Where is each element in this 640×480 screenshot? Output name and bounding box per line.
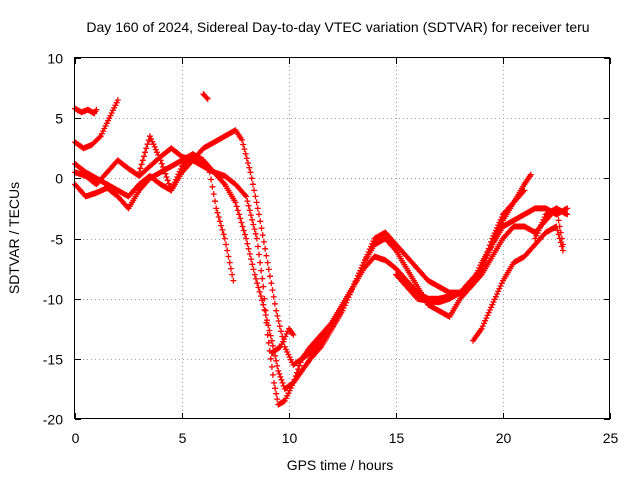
x-tick-label: 5 [179, 430, 187, 446]
grid-lines [75, 58, 610, 419]
series-trace-9 [470, 223, 566, 344]
data-point-markers [268, 325, 297, 356]
x-axis-label: GPS time / hours [287, 457, 394, 473]
series-trace-2 [72, 97, 121, 152]
series-trace-10 [393, 171, 534, 306]
x-tick-label: 15 [389, 430, 405, 446]
x-tick-label: 0 [72, 430, 80, 446]
y-tick-label: 0 [55, 171, 63, 187]
y-tick-label: 10 [47, 51, 63, 67]
data-point-markers [200, 91, 211, 102]
chart-title: Day 160 of 2024, Sidereal Day-to-day VTE… [86, 19, 589, 35]
x-tick-label: 25 [603, 430, 619, 446]
series-trace-8 [268, 325, 297, 356]
x-tick-label: 20 [496, 430, 512, 446]
data-point-markers [72, 105, 100, 117]
data-point-markers [72, 151, 571, 392]
data-point-markers [393, 171, 534, 306]
x-tick-label: 10 [282, 430, 298, 446]
series-trace-7 [200, 91, 211, 102]
series-trace-4 [72, 151, 571, 392]
data-point-markers [470, 223, 566, 344]
series-trace-6 [136, 133, 237, 284]
y-tick-label: -15 [43, 352, 63, 368]
y-tick-label: -10 [43, 292, 63, 308]
y-tick-label: 5 [55, 111, 63, 127]
data-point-markers [72, 97, 121, 152]
series-trace-11 [532, 205, 566, 248]
y-axis-label: SDTVAR / TECUs [6, 182, 22, 294]
y-tick-label: -5 [51, 232, 64, 248]
data-points [72, 91, 571, 408]
series-trace-1 [72, 105, 100, 117]
y-tick-label: -20 [43, 412, 63, 428]
data-point-markers [136, 133, 237, 284]
data-point-markers [532, 205, 566, 248]
plot-frame [74, 57, 610, 419]
